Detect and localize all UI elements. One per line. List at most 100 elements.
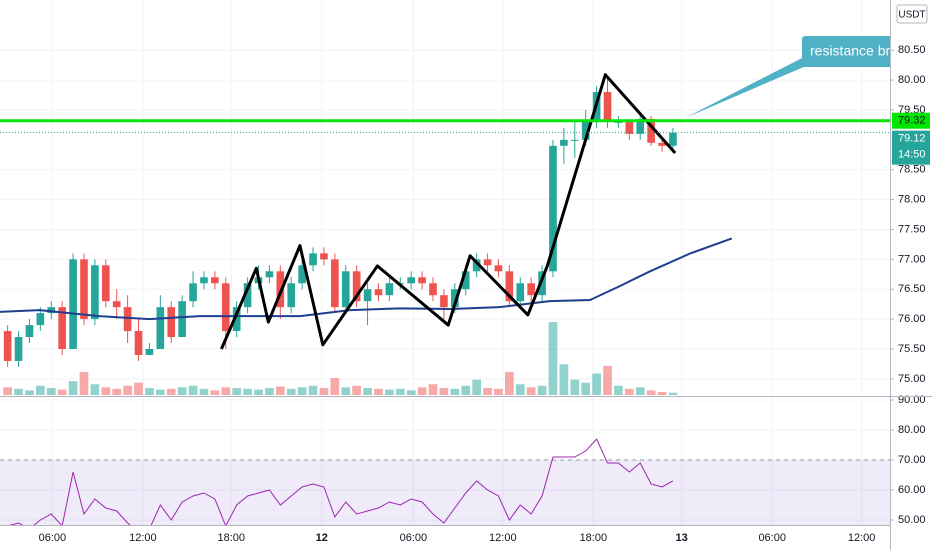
x-tick-label: 12:00 (848, 532, 876, 544)
candle-body (352, 271, 361, 302)
candle-body (658, 142, 666, 146)
volume-bar (79, 371, 89, 395)
volume-bar (406, 390, 416, 395)
candle-body (341, 271, 350, 308)
candle-body (25, 325, 34, 338)
volume-bar (483, 388, 492, 395)
candle-body (3, 331, 12, 361)
resistance-label-box (892, 112, 930, 129)
rsi-pane (0, 398, 890, 525)
candle-body (265, 271, 274, 278)
candle-body (494, 265, 503, 272)
volume-bar (68, 381, 78, 395)
volume-bar (101, 387, 111, 395)
volume-bar (559, 364, 569, 395)
x-tick-label: 12 (316, 532, 328, 544)
moving-average (0, 237, 733, 321)
volume-bar (624, 388, 634, 395)
x-tick-label: 12:00 (489, 532, 517, 544)
rsi-band (0, 460, 890, 525)
candle-body (374, 289, 383, 296)
candle-body (647, 118, 655, 143)
x-tick-label: 12:00 (129, 532, 157, 544)
volume-bar (265, 388, 274, 395)
x-tick-label: 06:00 (400, 532, 428, 544)
volume-bar (254, 389, 263, 395)
volume-bar (341, 387, 351, 395)
volume-bar (112, 388, 122, 395)
candle-body (581, 121, 590, 140)
candle-body (189, 283, 197, 302)
candle-body (14, 337, 23, 361)
volume-bar (46, 388, 56, 395)
volume-bar (210, 390, 220, 395)
volume-bar (428, 384, 438, 395)
volume-bar (145, 388, 154, 395)
rsi-line (9, 438, 674, 525)
candle-body (669, 132, 677, 146)
volume-bar (188, 385, 198, 395)
x-tick-label: 18:00 (217, 532, 245, 544)
volume-bar (330, 378, 340, 395)
volume-bar (668, 392, 678, 395)
volume-bar (308, 385, 318, 395)
candle-body (112, 301, 121, 308)
resistance-label: 79.32 (898, 115, 926, 127)
candle-body (320, 253, 328, 260)
candle-body (527, 283, 535, 296)
candle-body (36, 313, 45, 326)
candle-body (385, 283, 394, 296)
candle-body (560, 139, 568, 146)
volume-bar (504, 371, 514, 395)
y-tick-label: 78.00 (898, 193, 926, 205)
candle-body (538, 271, 546, 296)
y-tick-label: 90.00 (898, 394, 926, 406)
pattern-line (220, 73, 677, 350)
volume-bar (199, 388, 209, 395)
volume-bar (155, 389, 165, 395)
annotation-text: resistance bre (810, 43, 898, 59)
volume-bar (417, 387, 427, 395)
volume-bar (439, 388, 449, 395)
volume-bar (90, 384, 100, 395)
y-tick-label: 78.50 (898, 164, 926, 176)
y-tick-label: 80.50 (898, 44, 926, 56)
annotation-box (802, 36, 890, 67)
y-tick-label: 80.00 (898, 424, 926, 436)
candle-body (123, 307, 132, 332)
y-tick-label: 75.00 (898, 373, 926, 385)
volume-bar (3, 387, 12, 395)
candle-body (549, 145, 557, 272)
annotation-pointer (685, 56, 806, 118)
x-tick-label: 18:00 (580, 532, 608, 544)
volume-bar (243, 388, 252, 395)
volume-bar (635, 387, 645, 395)
currency-badge[interactable] (896, 4, 928, 24)
candle-body (331, 259, 339, 308)
volume-bar (25, 390, 34, 395)
candle-body (298, 265, 306, 284)
volume-bar (14, 388, 23, 395)
volume-bar (319, 388, 329, 395)
candle-body (516, 283, 525, 302)
candle-body (472, 259, 481, 272)
volume-bar (221, 387, 231, 395)
candle-body (91, 265, 99, 320)
candle-body (429, 283, 437, 296)
volume-bar (472, 379, 481, 395)
volume-bar (374, 388, 383, 395)
volume-bar (177, 387, 187, 395)
volume-bar (134, 382, 143, 395)
y-tick-label: 80.00 (898, 74, 926, 86)
volume-bar (352, 385, 362, 395)
volume-bar (494, 388, 503, 395)
candle-body (287, 283, 296, 308)
volume-bar (548, 322, 558, 395)
volume-bar (286, 388, 296, 395)
volume-bar (57, 389, 67, 395)
volume-bar (123, 385, 132, 395)
candle-body (167, 307, 176, 338)
currency: USDT (898, 10, 925, 21)
y-tick-label: 77.00 (898, 253, 926, 265)
